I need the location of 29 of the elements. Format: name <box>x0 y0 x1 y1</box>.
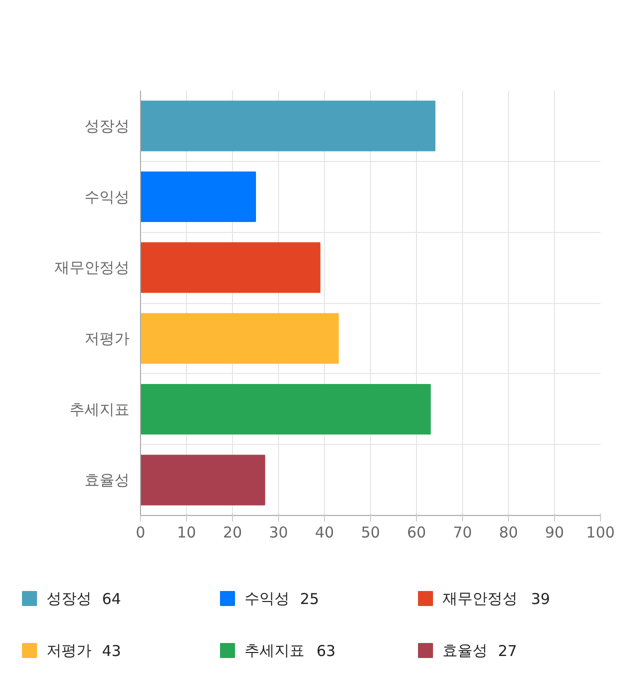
text: 27 <box>498 642 518 660</box>
x-tick-label: 0 <box>136 524 146 542</box>
y-tick-label: 수익성 <box>84 188 130 206</box>
y-tick-label: 성장성 <box>84 116 130 135</box>
x-tick-label: 50 <box>360 524 380 542</box>
legend-label: 재무안정성 <box>442 590 518 608</box>
text: 43 <box>102 642 122 660</box>
x-tick-label: 30 <box>268 524 288 542</box>
text: 25 <box>300 590 320 608</box>
x-tick-label: 80 <box>498 524 518 542</box>
x-tick-label: 90 <box>544 524 564 542</box>
y-tick-label: 효율성 <box>84 471 130 490</box>
legend-label: 성장성 <box>46 590 92 608</box>
x-tick-label: 100 <box>586 524 615 542</box>
text: 64 <box>102 590 122 608</box>
text: 63 <box>316 642 336 660</box>
legend-label: 추세지표 <box>244 642 304 660</box>
x-tick-label: 40 <box>314 524 334 542</box>
x-tick-label: 60 <box>406 524 426 542</box>
legend-label: 저평가 <box>46 642 92 660</box>
legend-label: 효율성 <box>442 642 488 660</box>
legend-label: 수익성 <box>244 590 290 608</box>
y-tick-label: 재무안정성 <box>54 258 130 277</box>
x-tick-label: 10 <box>176 524 196 542</box>
x-tick-label: 20 <box>222 524 242 542</box>
y-tick-label: 저평가 <box>84 329 130 348</box>
y-tick-label: 추세지표 <box>70 400 130 418</box>
x-tick-label: 70 <box>452 524 472 542</box>
text: 39 <box>531 590 550 608</box>
